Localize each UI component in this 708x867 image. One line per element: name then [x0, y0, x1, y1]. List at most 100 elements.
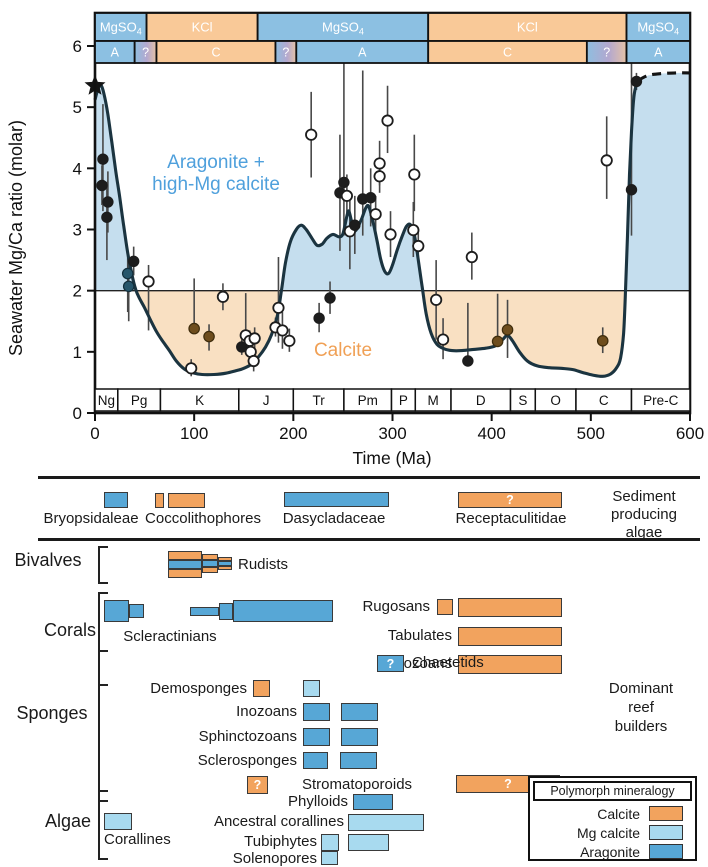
data-point-open [373, 170, 386, 183]
taxon-label: Corallines [104, 830, 171, 848]
period-label: M [428, 393, 439, 408]
x-axis-title: Time (Ma) [352, 448, 431, 468]
period-label: Pre-C [643, 393, 679, 408]
group-bracket [98, 790, 108, 860]
band-cell-label: MgSO4 [100, 20, 142, 37]
taxon-label: Scleractinians [123, 627, 217, 645]
band-cell-brine-chemistry [427, 12, 628, 42]
aragonite-sea-fill [95, 85, 137, 291]
data-point-black [96, 179, 108, 192]
period-label: Pm [358, 393, 378, 408]
band-cell-label: A [111, 46, 120, 60]
data-point-open [373, 157, 386, 170]
rudists-bar [202, 560, 218, 567]
taxon-label: builders [614, 717, 668, 735]
data-point-black [364, 191, 377, 204]
taxon-label: Rudists [238, 555, 289, 573]
dasycladaceae-bar [284, 492, 389, 507]
x-tick-label: 0 [90, 424, 99, 443]
scleractinians-bar [190, 607, 219, 616]
taxon-label: Bivalves [14, 550, 82, 571]
rudists-bar [218, 566, 232, 570]
inozoans-bar [341, 703, 378, 721]
band-cell-label: MgSO4 [637, 20, 679, 37]
taxon-label: Tubiphytes [244, 832, 317, 850]
taxon-label: Stromatoporoids [302, 775, 413, 793]
y-tick-label: 5 [73, 98, 82, 117]
aragonite-sea-fill [625, 72, 690, 291]
data-point-black [236, 341, 248, 353]
taxon-label: Rugosans [362, 597, 430, 615]
taxon-label: Chaetetids [412, 653, 484, 671]
taxon-label: Sponges [16, 703, 88, 724]
section-rule [38, 476, 700, 479]
data-point-open [248, 332, 261, 345]
taxon-label: algae [625, 523, 663, 541]
legend-swatch [649, 825, 683, 840]
taxon-label: Inozoans [236, 702, 297, 720]
sphinctozoans-bar [303, 728, 330, 746]
data-point-open [384, 228, 397, 241]
corallines-bar [104, 813, 132, 830]
period-label: P [399, 393, 408, 408]
aragonite-region-label: Aragonite + [167, 152, 265, 173]
taxon-label: Coccolithophores [145, 509, 261, 527]
data-point-open [369, 208, 382, 221]
data-point-open [142, 275, 155, 288]
rudists-bar [168, 551, 202, 560]
taxon-label: Receptaculitidae [455, 509, 567, 527]
rudists-bar [168, 569, 202, 578]
taxon-label: Sphinctozoans [198, 727, 297, 745]
band-cell-label: C [211, 46, 220, 60]
y-tick-label: 6 [73, 37, 82, 56]
calcite-sea-fill [422, 290, 626, 377]
coccolithophores-bar [168, 493, 205, 508]
data-point-black [349, 219, 361, 231]
x-tick-label: 300 [378, 424, 406, 443]
data-point-black [324, 292, 336, 304]
group-bracket [98, 592, 108, 686]
taxon-label: Phylloids [287, 792, 348, 810]
data-point-black [338, 176, 350, 189]
data-point-open [430, 293, 443, 306]
band-cell-sea-type [625, 40, 691, 64]
period-label: S [518, 393, 527, 408]
legend-swatch [649, 844, 683, 859]
taxon-label: producing [611, 505, 677, 523]
data-point-black [97, 153, 109, 165]
data-point-open [216, 290, 230, 303]
receptaculitidae-bar: ? [458, 492, 562, 508]
x-tick-label: 500 [577, 424, 605, 443]
x-tick-label: 100 [180, 424, 208, 443]
rudists-bar [168, 560, 202, 569]
y-tick-label: 4 [73, 159, 82, 178]
legend-label: Calcite [597, 805, 640, 822]
legend-label: Aragonite [580, 843, 640, 860]
group-bracket [98, 650, 108, 802]
data-point-open [407, 224, 420, 237]
band-cell-label: MgSO4 [322, 20, 364, 37]
data-point-brown [596, 335, 609, 347]
scleractinians-bar [233, 600, 333, 622]
band-cell-label: ? [282, 46, 289, 60]
taxon-label: Algae [44, 811, 92, 832]
period-label: J [263, 393, 270, 408]
chaetetids-bar: ? [377, 655, 404, 672]
taxon-label: Ancestral corallines [213, 812, 344, 830]
data-point-brown [491, 335, 504, 348]
data-point-black [102, 196, 114, 208]
rudists-bar [202, 554, 218, 560]
data-point-open [381, 114, 394, 127]
data-point-teal [122, 280, 135, 293]
data-point-open [465, 250, 478, 264]
taxon-label: Dominant [608, 679, 674, 697]
aragonite-region-label: high-Mg calcite [152, 174, 280, 195]
data-point-open [272, 301, 285, 314]
period-label: Tr [312, 393, 325, 408]
band-cell-label: KCl [517, 20, 538, 35]
period-label: C [599, 393, 609, 408]
section-rule [38, 538, 700, 541]
legend-rows: Calcite Mg calcite Aragonite [530, 804, 695, 861]
